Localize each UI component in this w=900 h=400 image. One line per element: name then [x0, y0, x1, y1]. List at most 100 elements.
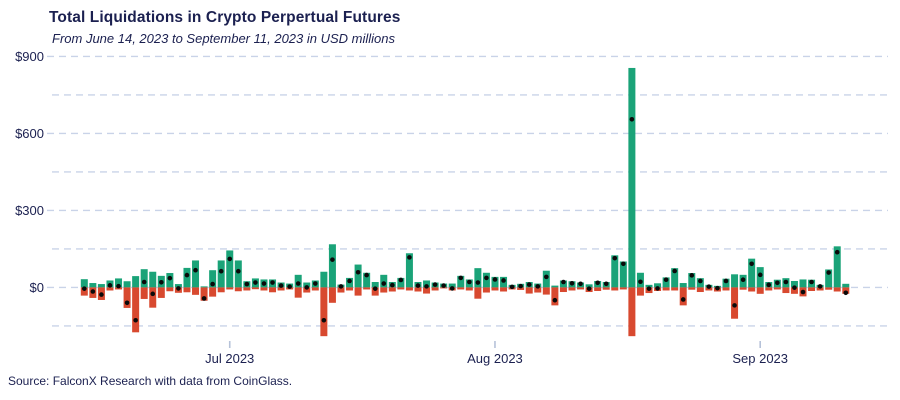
bar-long-liquidation [115, 287, 123, 290]
bar-long-liquidation [636, 287, 644, 296]
bar-short-liquidation [585, 284, 593, 288]
net-dot [304, 285, 310, 290]
net-dot [578, 281, 583, 287]
bar-short-liquidation [140, 269, 148, 288]
net-dot [535, 284, 541, 289]
net-dot [467, 279, 472, 285]
net-dot [569, 280, 575, 286]
net-dot [544, 274, 549, 280]
net-dot [90, 289, 96, 294]
net-dot [227, 256, 233, 262]
bar-long-liquidation [825, 287, 833, 290]
bar-long-liquidation [628, 287, 636, 337]
bar-long-liquidation [260, 287, 268, 291]
net-dot [261, 281, 267, 286]
bar-long-liquidation [748, 287, 756, 292]
bar-short-liquidation [183, 267, 191, 288]
net-dot [817, 284, 823, 289]
net-dot [646, 286, 652, 291]
net-dot [715, 285, 720, 291]
bar-long-liquidation [414, 287, 422, 292]
net-dot [689, 273, 695, 278]
net-dot [338, 284, 344, 289]
net-dot [509, 284, 515, 290]
net-dot [176, 286, 181, 291]
net-dot [167, 275, 173, 281]
net-dot [757, 272, 763, 278]
bar-short-liquidation [405, 253, 413, 288]
net-dot [381, 281, 387, 286]
bar-short-liquidation [654, 283, 662, 288]
bar-long-liquidation [722, 287, 730, 291]
bar-long-liquidation [594, 287, 602, 291]
net-dot [672, 268, 677, 274]
bar-long-liquidation [482, 287, 490, 293]
net-dot [287, 284, 292, 289]
bar-long-liquidation [346, 287, 354, 291]
net-dot [680, 297, 686, 302]
net-dot [133, 317, 138, 323]
net-dot [843, 290, 849, 296]
net-dot [518, 283, 523, 289]
bar-long-liquidation [474, 287, 482, 299]
bar-short-liquidation [234, 260, 242, 288]
bar-long-liquidation [405, 287, 413, 291]
net-dot [347, 278, 352, 284]
bar-short-liquidation [423, 280, 431, 288]
bar-long-liquidation [311, 287, 319, 291]
net-dot [355, 269, 361, 275]
chart-subtitle: From June 14, 2023 to September 11, 2023… [52, 31, 395, 46]
bar-long-liquidation [619, 287, 627, 290]
bar-short-liquidation [354, 264, 362, 288]
bar-long-liquidation [243, 287, 251, 291]
net-dot [749, 261, 754, 267]
bar-short-liquidation [123, 281, 131, 288]
net-dot [270, 280, 275, 285]
bar-long-liquidation [782, 287, 790, 294]
net-dot [424, 284, 429, 289]
bar-short-liquidation [790, 280, 798, 288]
bar-short-liquidation [619, 261, 627, 288]
bar-long-liquidation [217, 287, 225, 293]
bar-long-liquidation [602, 287, 610, 290]
bar-short-liquidation [799, 279, 807, 288]
net-dot [372, 286, 378, 291]
bar-short-liquidation [89, 283, 97, 288]
bar-long-liquidation [397, 287, 405, 290]
bar-short-liquidation [328, 244, 336, 288]
bar-short-liquidation [474, 268, 482, 288]
y-tick-label: $0 [30, 280, 44, 295]
bar-short-liquidation [115, 278, 123, 288]
y-tick-label: $300 [15, 203, 44, 218]
net-dot [441, 283, 446, 288]
net-dot [116, 283, 121, 289]
y-tick-label: $600 [15, 126, 44, 141]
bar-long-liquidation [679, 287, 687, 306]
net-dot [501, 278, 506, 283]
bar-long-liquidation [696, 287, 704, 293]
net-dot [706, 284, 712, 289]
net-dot [561, 279, 566, 285]
bar-short-liquidation [842, 283, 850, 288]
net-dot [159, 279, 164, 285]
bar-short-liquidation [645, 284, 653, 288]
bar-long-liquidation [423, 287, 431, 294]
bar-long-liquidation [756, 287, 764, 294]
bar-long-liquidation [611, 287, 619, 291]
bar-short-liquidation [303, 282, 311, 288]
bar-short-liquidation [611, 255, 619, 288]
bar-long-liquidation [568, 287, 576, 291]
net-dot [218, 268, 224, 274]
net-dot [390, 282, 395, 288]
bar-long-liquidation [388, 287, 396, 292]
bar-short-liquidation [688, 273, 696, 288]
net-dot [526, 282, 532, 287]
net-dot [184, 272, 190, 278]
net-dot [141, 279, 147, 285]
bar-short-liquidation [320, 271, 328, 288]
net-dot [612, 255, 618, 261]
bar-long-liquidation [534, 287, 542, 293]
net-dot [193, 267, 198, 273]
net-dot [432, 282, 438, 287]
bar-long-liquidation [294, 287, 302, 298]
